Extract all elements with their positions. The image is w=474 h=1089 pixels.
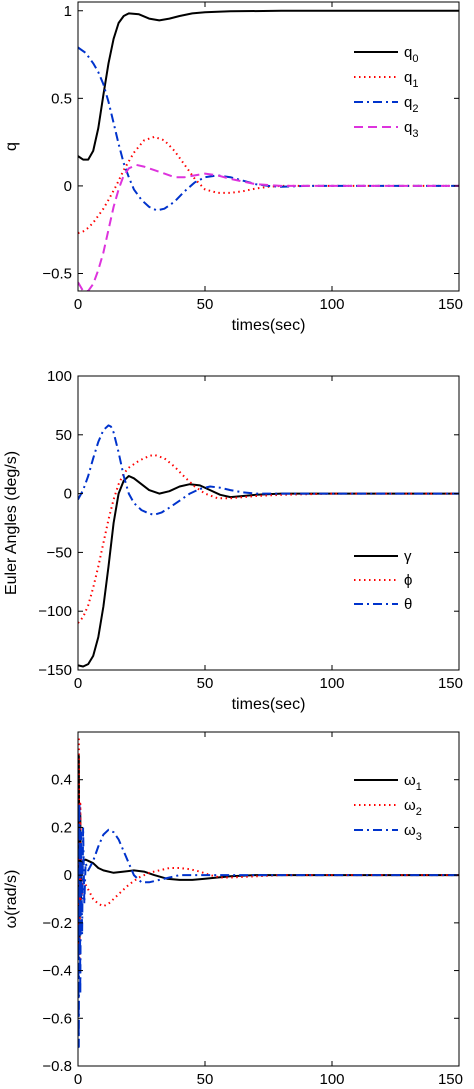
legend-label: ω2: [404, 797, 422, 818]
y-tick-label: 0.5: [51, 90, 72, 107]
legend-label: γ: [404, 548, 412, 565]
series-line-2: [78, 453, 459, 624]
x-tick-label: 50: [197, 1071, 214, 1088]
series-line-1: [78, 754, 459, 948]
series-line-3: [78, 424, 459, 516]
legend: ω1 ω2 ω3: [354, 772, 422, 843]
x-tick-label: 150: [438, 675, 463, 692]
legend-label: θ: [404, 596, 412, 613]
y-tick-label: 0.2: [51, 819, 72, 836]
series-line-1: [78, 9, 459, 161]
series-line-4: [78, 163, 459, 291]
chart-panel-3: 050100150−0.8−0.6−0.4−0.200.20.4times(se…: [3, 731, 463, 1088]
x-tick-label: 0: [74, 675, 82, 692]
x-tick-label: 100: [319, 675, 344, 692]
x-axis-label: times(sec): [232, 317, 306, 334]
axes-frame: [77, 731, 460, 1067]
y-tick-label: 0: [64, 178, 72, 195]
y-tick-label: 0: [64, 867, 72, 884]
y-axis-label: ω(rad/s): [3, 870, 20, 929]
x-tick-label: 150: [438, 296, 463, 313]
y-tick-label: 100: [47, 368, 72, 385]
x-tick-label: 100: [319, 296, 344, 313]
series-line-3: [78, 802, 459, 1048]
x-axis-label: times(sec): [232, 696, 306, 713]
x-tick-label: 0: [74, 296, 82, 313]
y-tick-label: −100: [38, 603, 72, 620]
y-axis-label: q: [3, 142, 20, 151]
series-line-1: [78, 475, 459, 668]
legend-label: q3: [404, 119, 418, 140]
x-tick-label: 50: [197, 675, 214, 692]
x-tick-label: 50: [197, 296, 214, 313]
chart-panel-2: 0 50 100 150 −150 −100 −50 0 50 100 times(sec) Eule…: [3, 368, 463, 713]
y-tick-label: −0.2: [42, 915, 72, 932]
axes-frame: [77, 1, 460, 292]
legend-label: q0: [404, 44, 418, 65]
x-tick-label: 150: [438, 1071, 463, 1088]
legend: q0 q1 q2 q3: [354, 44, 418, 140]
y-tick-label: 1: [64, 3, 72, 20]
legend: γϕθ: [354, 548, 412, 613]
series-line-2: [78, 735, 459, 960]
y-tick-label: 50: [55, 427, 72, 444]
y-tick-label: −0.8: [42, 1058, 72, 1075]
legend-label: q2: [404, 94, 418, 115]
y-tick-label: −150: [38, 662, 72, 679]
y-tick-label: −50: [47, 544, 72, 561]
x-tick-label: 100: [319, 1071, 344, 1088]
legend-label: ω1: [404, 772, 422, 793]
y-tick-label: −0.4: [42, 963, 72, 980]
y-tick-label: 0: [64, 486, 72, 503]
legend-label: q1: [404, 69, 418, 90]
y-axis-label: Euler Angles (deg/s): [3, 451, 20, 595]
y-tick-label: −0.6: [42, 1010, 72, 1027]
axes-frame: [77, 375, 460, 671]
legend-label: ω3: [404, 822, 422, 843]
y-tick-label: 0.4: [51, 772, 72, 789]
legend-label: ϕ: [404, 572, 412, 589]
x-tick-label: 0: [74, 1071, 82, 1088]
y-tick-label: −0.5: [42, 265, 72, 282]
